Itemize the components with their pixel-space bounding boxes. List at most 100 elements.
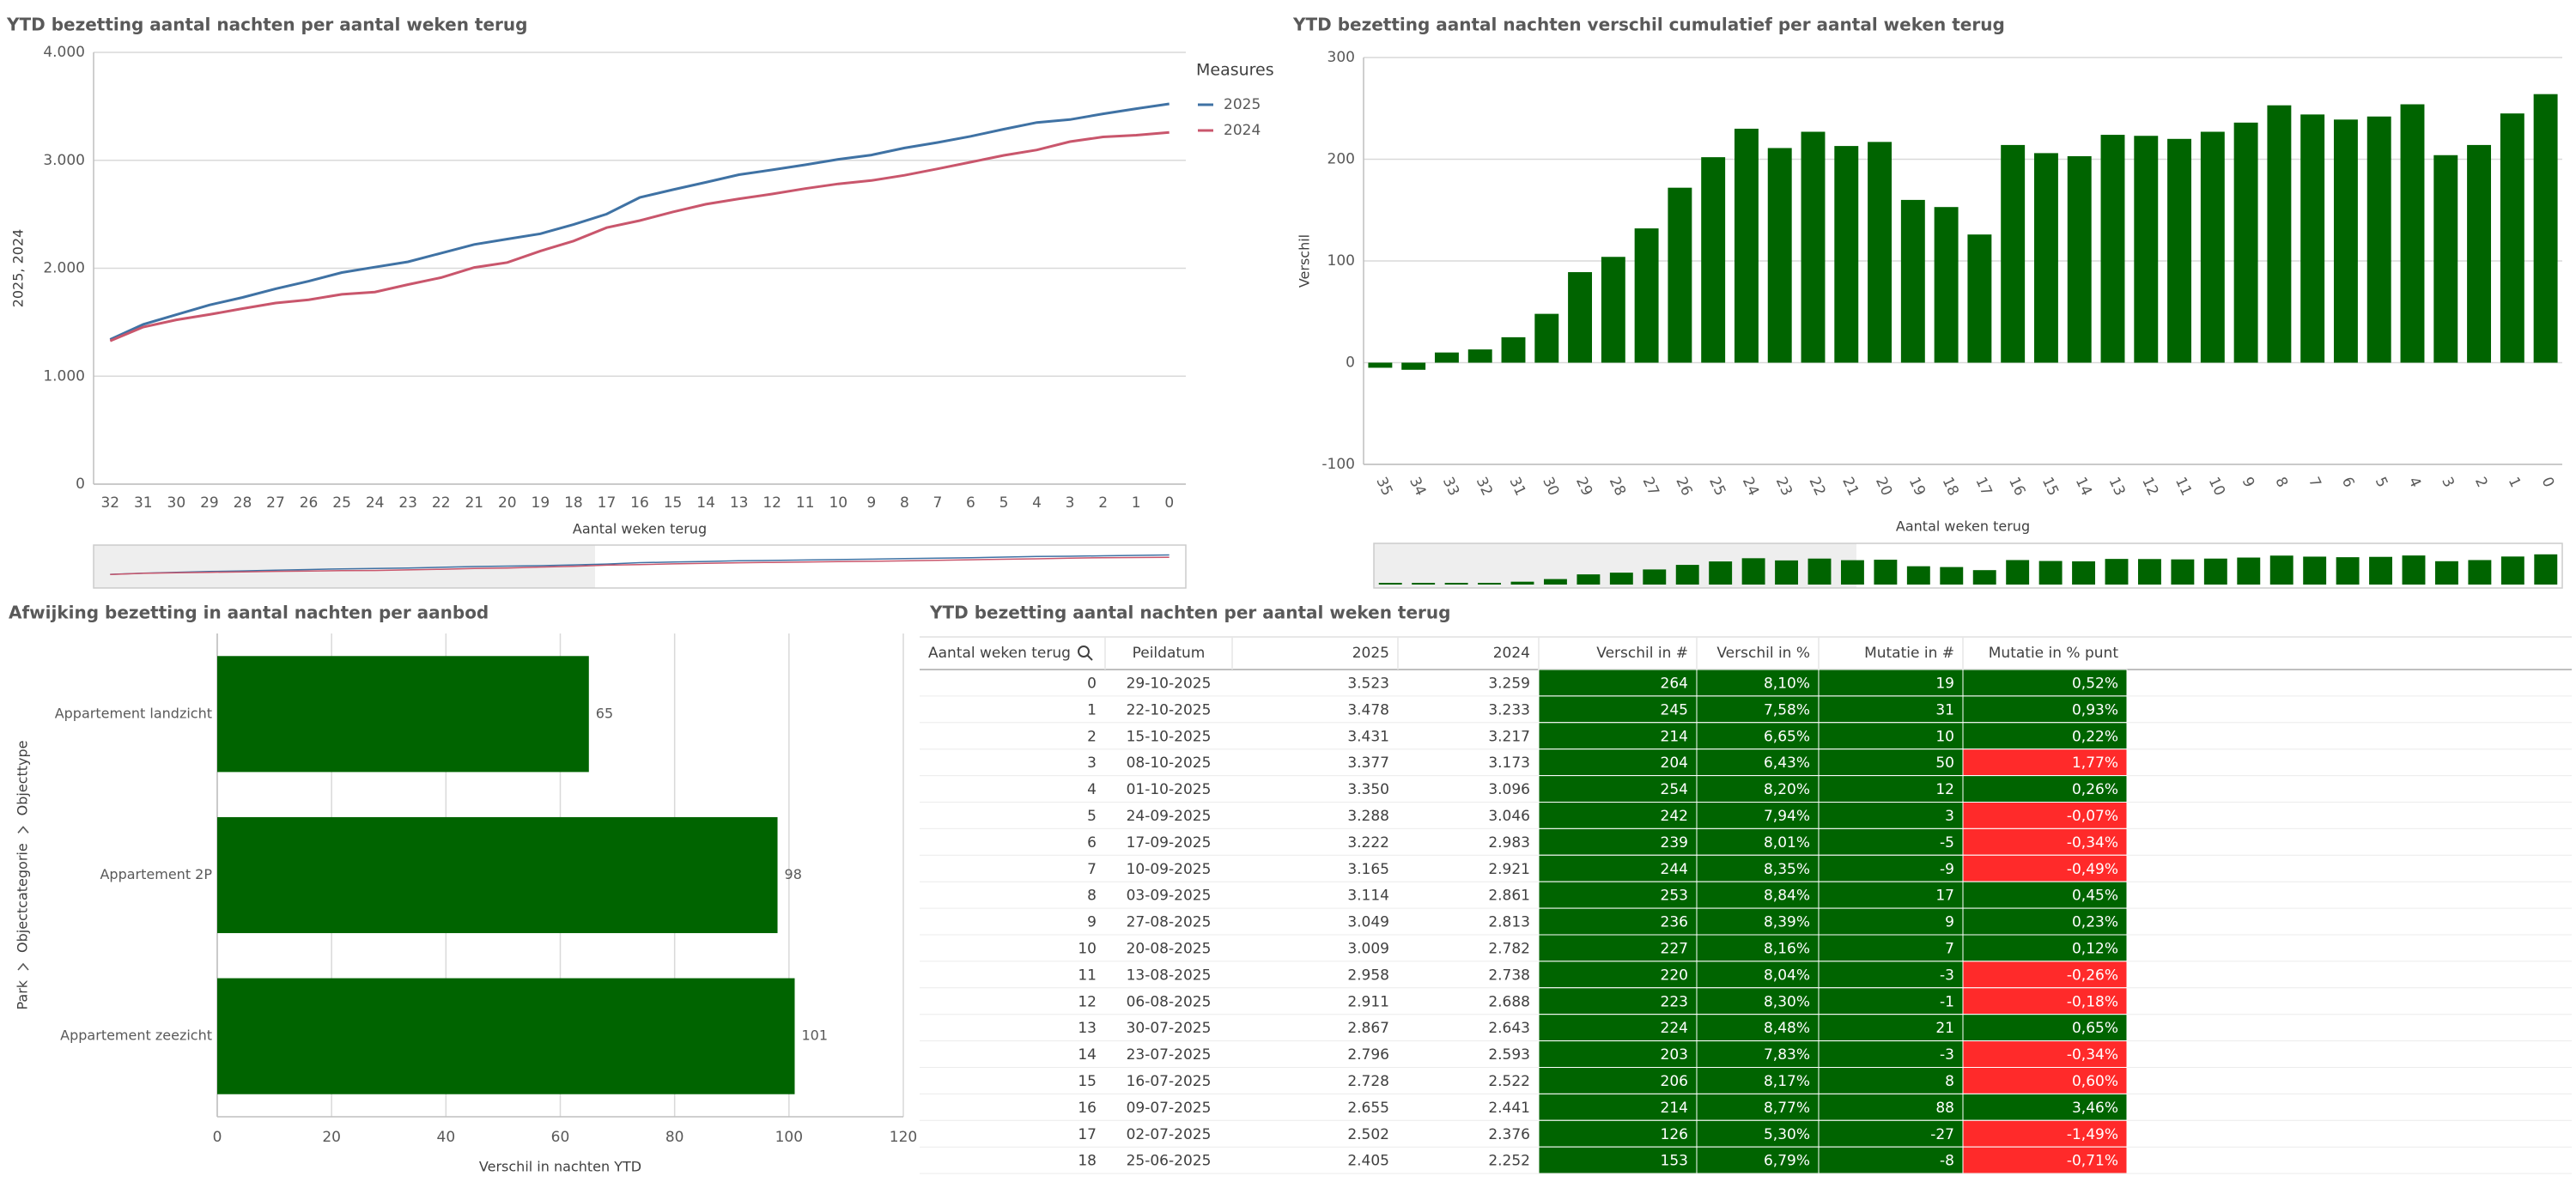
x-tick-label: 28 xyxy=(234,494,252,512)
minimap-bar xyxy=(1775,560,1799,585)
table-cell: 227 xyxy=(1661,940,1688,957)
table-cell: 11 xyxy=(1078,967,1097,984)
table-cell: 0,60% xyxy=(2072,1073,2118,1090)
minimap-bar xyxy=(2072,561,2096,585)
table-cell: 0,65% xyxy=(2072,1020,2118,1037)
cell-fill xyxy=(1538,749,1698,777)
table-cell: -0,34% xyxy=(2067,1046,2118,1064)
minimap-bar xyxy=(1412,583,1436,585)
bar xyxy=(1734,128,1759,363)
cell-fill xyxy=(1538,722,1698,750)
cell-fill xyxy=(1538,1014,1698,1042)
bar xyxy=(2300,114,2325,363)
table-cell: 0,93% xyxy=(2072,701,2118,718)
cell-fill xyxy=(1538,1040,1698,1068)
cell-fill xyxy=(1818,749,1964,777)
table-cell: 2.522 xyxy=(1488,1073,1530,1090)
minimap-bar xyxy=(1577,574,1601,585)
column-header: Verschil in % xyxy=(1716,645,1810,662)
table-cell: 3.222 xyxy=(1347,834,1389,852)
cell-fill xyxy=(1538,775,1698,803)
minimap-bar xyxy=(2171,559,2195,585)
bar xyxy=(2433,155,2458,363)
minimap-bar xyxy=(1807,558,1832,585)
table-cell: -0,26% xyxy=(2067,967,2118,984)
table-cell: 3.173 xyxy=(1488,755,1530,772)
table-cell: 2.643 xyxy=(1488,1020,1530,1037)
table-cell: -0,18% xyxy=(2067,993,2118,1010)
table-cell: 0,52% xyxy=(2072,675,2118,692)
category-label: Appartement landzicht xyxy=(55,705,212,721)
chart-title: Afwijking bezetting in aantal nachten pe… xyxy=(9,603,489,623)
cell-fill xyxy=(1538,1093,1698,1121)
minimap-bar xyxy=(2105,559,2129,585)
table-cell: 8,20% xyxy=(1764,781,1810,798)
table-cell: 3.096 xyxy=(1488,781,1530,798)
x-tick-label: 21 xyxy=(465,494,483,512)
table-cell: 8,77% xyxy=(1764,1100,1810,1117)
breadcrumb-item: Objectcategorie xyxy=(15,843,31,953)
minimap-bar xyxy=(1741,558,1765,585)
column-header: Peildatum xyxy=(1133,645,1206,662)
table-cell: -1,49% xyxy=(2067,1126,2118,1143)
x-tick-label: 9 xyxy=(866,494,876,512)
table-cell: 2.441 xyxy=(1488,1100,1530,1117)
table-cell: 6 xyxy=(1087,834,1097,852)
search-icon[interactable] xyxy=(1078,646,1090,658)
y-tick-label: 0 xyxy=(76,476,85,493)
cell-fill xyxy=(1962,961,2128,989)
minimap-bar xyxy=(1709,561,1733,585)
value-label: 98 xyxy=(785,866,802,882)
cell-fill xyxy=(1962,1146,2128,1174)
table-cell: 8 xyxy=(1087,888,1097,905)
table-cell: 3.478 xyxy=(1347,701,1389,718)
x-tick-label: 1 xyxy=(1132,494,1141,512)
y-tick-label: 4.000 xyxy=(43,44,85,61)
table-cell: -0,71% xyxy=(2067,1153,2118,1170)
x-tick-label: 5 xyxy=(999,494,1009,512)
x-tick-label: 2 xyxy=(1098,494,1108,512)
table-cell: 239 xyxy=(1661,834,1688,852)
cell-fill xyxy=(1818,961,1964,989)
bar xyxy=(1401,362,1426,370)
table-cell: 203 xyxy=(1661,1046,1688,1064)
x-tick-label: 27 xyxy=(266,494,285,512)
x-tick-label: 23 xyxy=(398,494,417,512)
x-tick-label: 10 xyxy=(829,494,848,512)
table-cell: 0,45% xyxy=(2072,888,2118,905)
table-cell: 12 xyxy=(1078,993,1097,1010)
table-cell: 153 xyxy=(1661,1153,1688,1170)
minimap-bar xyxy=(1378,583,1402,585)
table-cell: 22-10-2025 xyxy=(1127,701,1212,718)
x-tick-label: 80 xyxy=(665,1129,684,1146)
y-tick-label: 100 xyxy=(1327,252,1355,270)
minimap-bar xyxy=(1840,560,1864,585)
y-tick-label: 3.000 xyxy=(43,152,85,169)
minimap-bar xyxy=(1510,581,1534,585)
minimap-bar xyxy=(1972,570,1996,585)
y-tick-label: -100 xyxy=(1321,456,1355,473)
table-cell: 25-06-2025 xyxy=(1127,1153,1212,1170)
table-cell: 3.165 xyxy=(1347,861,1389,878)
x-tick-label: 12 xyxy=(762,494,781,512)
minimap-bar xyxy=(2534,554,2558,585)
table-cell: -3 xyxy=(1940,1046,1954,1064)
table-cell: 15-10-2025 xyxy=(1127,728,1212,745)
table-cell: 214 xyxy=(1661,728,1688,745)
table-cell: 7,58% xyxy=(1764,701,1810,718)
cell-fill xyxy=(1818,1093,1964,1121)
table-cell: -0,34% xyxy=(2067,834,2118,852)
bar xyxy=(1668,187,1692,363)
cell-fill xyxy=(1696,987,1820,1015)
table-cell: 2.921 xyxy=(1488,861,1530,878)
scroll-frame xyxy=(1373,542,2563,589)
bar xyxy=(2366,116,2391,363)
cell-fill xyxy=(1818,907,1964,936)
column-header: 2024 xyxy=(1493,645,1530,662)
scroll-frame xyxy=(93,544,1187,589)
x-tick-label: 26 xyxy=(300,494,319,512)
legend-label: 2024 xyxy=(1224,122,1261,139)
value-label: 65 xyxy=(596,705,613,721)
table-cell: 7,94% xyxy=(1764,808,1810,825)
table-cell: 2.983 xyxy=(1488,834,1530,852)
